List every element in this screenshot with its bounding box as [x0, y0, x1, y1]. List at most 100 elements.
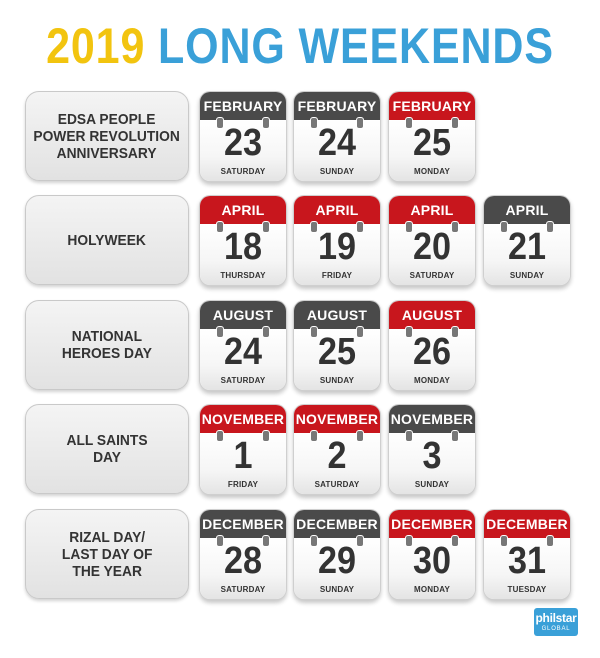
calendar-month: DECEMBER — [200, 510, 286, 538]
calendar-weekday: SATURDAY — [314, 480, 360, 489]
binder-ring-icon — [356, 430, 364, 442]
calendar-month: FEBRUARY — [200, 92, 286, 120]
binder-ring-icon — [216, 430, 224, 442]
binder-ring-icon — [310, 117, 318, 129]
calendar-weekday: SATURDAY — [220, 376, 266, 385]
binder-ring-icon — [216, 117, 224, 129]
calendar-body: 21 SUNDAY — [484, 224, 570, 285]
calendar-body: 24 SUNDAY — [294, 120, 380, 181]
calendar-weekday: SUNDAY — [509, 271, 545, 280]
binder-ring-icon — [310, 326, 318, 338]
calendar-weekday: SUNDAY — [319, 585, 355, 594]
binder-ring-icon — [405, 535, 413, 547]
logo-subtext: GLOBAL — [541, 626, 571, 632]
binder-ring-icon — [262, 221, 270, 233]
calendar-month: NOVEMBER — [294, 405, 380, 433]
holiday-name: EDSA PEOPLE POWER REVOLUTION ANNIVERSARY — [33, 110, 181, 162]
calendar-body: 19 FRIDAY — [294, 224, 380, 285]
binder-ring-icon — [310, 221, 318, 233]
calendar-month: FEBRUARY — [294, 92, 380, 120]
calendar-day-number: 24 — [223, 331, 263, 373]
calendar-body: 30 MONDAY — [389, 538, 475, 599]
calendar-body: 3 SUNDAY — [389, 433, 475, 494]
binder-ring-icon — [451, 535, 459, 547]
binder-ring-icon — [216, 221, 224, 233]
calendar-weekday: SUNDAY — [319, 167, 355, 176]
calendar-date-card: APRIL 18 THURSDAY — [199, 195, 287, 286]
holiday-label-box: RIZAL DAY/ LAST DAY OF THE YEAR — [25, 509, 189, 599]
holiday-row: ALL SAINTS DAY NOVEMBER 1 FRIDAY NOVEMBER 2 SA… — [0, 404, 600, 500]
calendar-day-number: 24 — [317, 122, 357, 164]
binder-ring-icon — [405, 326, 413, 338]
holiday-row: EDSA PEOPLE POWER REVOLUTION ANNIVERSARY… — [0, 91, 600, 187]
calendar-body: 18 THURSDAY — [200, 224, 286, 285]
calendar-date-card: AUGUST 26 MONDAY — [388, 300, 476, 391]
calendar-date-card: DECEMBER 31 TUESDAY — [483, 509, 571, 600]
calendar-date-card: FEBRUARY 23 SATURDAY — [199, 91, 287, 182]
calendar-weekday: SUNDAY — [414, 480, 450, 489]
calendar-weekday: FRIDAY — [227, 480, 259, 489]
binder-ring-icon — [262, 430, 270, 442]
calendar-month: DECEMBER — [484, 510, 570, 538]
calendar-weekday: TUESDAY — [507, 585, 547, 594]
holiday-name: ALL SAINTS DAY — [66, 432, 148, 466]
title-year: 2019 — [46, 18, 146, 74]
calendar-body: 2 SATURDAY — [294, 433, 380, 494]
calendar-day-number: 28 — [223, 540, 263, 582]
binder-ring-icon — [546, 221, 554, 233]
calendar-month: APRIL — [389, 196, 475, 224]
calendar-weekday: SATURDAY — [220, 167, 266, 176]
calendar-weekday: SATURDAY — [409, 271, 455, 280]
calendar-date-card: AUGUST 24 SATURDAY — [199, 300, 287, 391]
calendar-date-card: NOVEMBER 1 FRIDAY — [199, 404, 287, 495]
calendar-weekday: MONDAY — [413, 167, 451, 176]
calendar-day-number: 2 — [327, 435, 347, 477]
calendar-date-card: AUGUST 25 SUNDAY — [293, 300, 381, 391]
logo-text: philstar — [535, 611, 577, 625]
binder-ring-icon — [356, 221, 364, 233]
holiday-label-box: ALL SAINTS DAY — [25, 404, 189, 494]
holiday-row: RIZAL DAY/ LAST DAY OF THE YEAR DECEMBER 2… — [0, 509, 600, 605]
calendar-day-number: 23 — [223, 122, 263, 164]
calendar-month: DECEMBER — [389, 510, 475, 538]
calendar-date-card: NOVEMBER 2 SATURDAY — [293, 404, 381, 495]
calendar-date-card: FEBRUARY 24 SUNDAY — [293, 91, 381, 182]
binder-ring-icon — [405, 221, 413, 233]
calendar-weekday: THURSDAY — [220, 271, 266, 280]
calendar-month: FEBRUARY — [389, 92, 475, 120]
calendar-weekday: SATURDAY — [220, 585, 266, 594]
calendar-month: DECEMBER — [294, 510, 380, 538]
holiday-name: NATIONAL HEROES DAY — [62, 328, 152, 362]
binder-ring-icon — [216, 535, 224, 547]
binder-ring-icon — [451, 117, 459, 129]
holiday-label-box: NATIONAL HEROES DAY — [25, 300, 189, 390]
calendar-date-card: APRIL 20 SATURDAY — [388, 195, 476, 286]
calendar-weekday: FRIDAY — [321, 271, 353, 280]
calendar-body: 28 SATURDAY — [200, 538, 286, 599]
calendar-date-card: DECEMBER 29 SUNDAY — [293, 509, 381, 600]
binder-ring-icon — [500, 221, 508, 233]
calendar-month: AUGUST — [294, 301, 380, 329]
calendar-weekday: SUNDAY — [319, 376, 355, 385]
calendar-date-card: APRIL 19 FRIDAY — [293, 195, 381, 286]
binder-ring-icon — [546, 535, 554, 547]
calendar-day-number: 21 — [507, 226, 547, 268]
calendar-weekday: MONDAY — [413, 376, 451, 385]
binder-ring-icon — [405, 117, 413, 129]
calendar-month: APRIL — [294, 196, 380, 224]
binder-ring-icon — [451, 326, 459, 338]
binder-ring-icon — [405, 430, 413, 442]
calendar-day-number: 25 — [412, 122, 452, 164]
calendar-body: 26 MONDAY — [389, 329, 475, 390]
calendar-month: NOVEMBER — [200, 405, 286, 433]
calendar-month: AUGUST — [200, 301, 286, 329]
binder-ring-icon — [356, 117, 364, 129]
calendar-day-number: 3 — [422, 435, 442, 477]
holiday-label-box: HOLYWEEK — [25, 195, 189, 285]
calendar-date-card: DECEMBER 30 MONDAY — [388, 509, 476, 600]
holiday-name: RIZAL DAY/ LAST DAY OF THE YEAR — [61, 528, 153, 580]
calendar-day-number: 30 — [412, 540, 452, 582]
binder-ring-icon — [262, 535, 270, 547]
calendar-body: 23 SATURDAY — [200, 120, 286, 181]
calendar-weekday: MONDAY — [413, 585, 451, 594]
